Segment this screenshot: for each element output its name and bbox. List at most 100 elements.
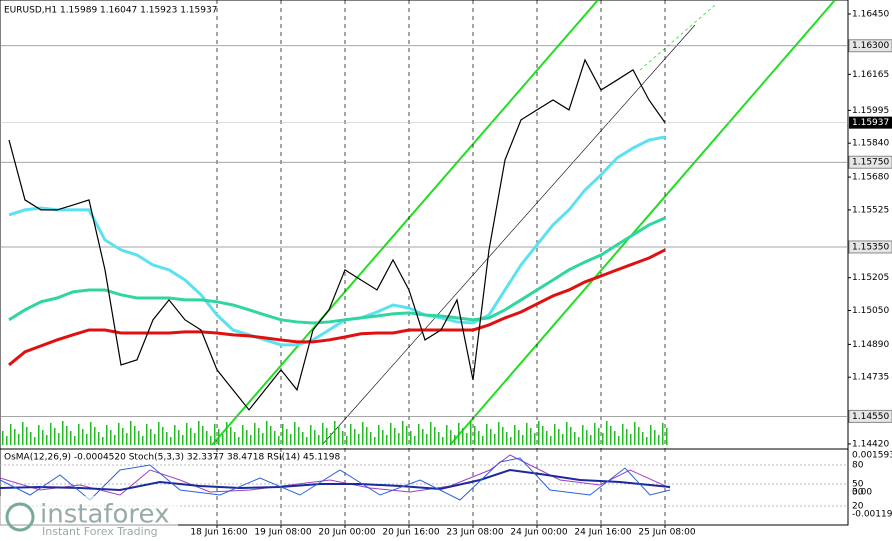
volume-bar bbox=[522, 435, 524, 445]
volume-bar bbox=[34, 437, 36, 445]
volume-bar bbox=[10, 424, 12, 445]
volume-bar bbox=[262, 433, 264, 445]
level-box bbox=[848, 240, 892, 254]
volume-bar bbox=[258, 428, 260, 445]
volume-bar bbox=[526, 423, 528, 445]
volume-bar bbox=[250, 435, 252, 445]
y-tick-label: 1.16165 bbox=[852, 70, 889, 80]
volume-bar bbox=[254, 423, 256, 445]
volume-bar bbox=[486, 424, 488, 445]
volume-bar bbox=[366, 427, 368, 445]
volume-bar bbox=[402, 421, 404, 445]
volume-bar bbox=[498, 422, 500, 445]
volume-bar bbox=[546, 431, 548, 445]
moving-average bbox=[8, 135, 666, 347]
volume-bar bbox=[378, 425, 380, 445]
volume-bar bbox=[474, 426, 476, 445]
indicator-label: OsMA(12,26,9) -0.0004520 Stoch(5,3,3) 32… bbox=[4, 453, 340, 463]
volume-bar bbox=[558, 429, 560, 445]
volume-bar bbox=[322, 423, 324, 445]
volume-bar bbox=[38, 425, 40, 445]
indicator-axis-label: -0.001191 bbox=[852, 510, 892, 520]
volume-bar bbox=[46, 435, 48, 445]
volume-bar bbox=[594, 423, 596, 445]
volume-bar bbox=[566, 422, 568, 445]
volume-bar bbox=[246, 430, 248, 445]
volume-bar bbox=[110, 430, 112, 445]
level-box bbox=[848, 409, 892, 423]
volume-bar bbox=[386, 435, 388, 445]
volume-bar bbox=[638, 427, 640, 445]
volume-bar bbox=[102, 437, 104, 445]
volume-bar bbox=[530, 428, 532, 445]
y-tick-label: 1.15680 bbox=[852, 173, 889, 183]
volume-bar bbox=[666, 428, 668, 445]
volume-bar bbox=[150, 429, 152, 445]
volume-bar bbox=[294, 422, 296, 445]
volume-bar bbox=[434, 427, 436, 445]
moving-average bbox=[8, 248, 666, 367]
volume-bar bbox=[582, 425, 584, 445]
volume-bar bbox=[278, 436, 280, 445]
volume-bar bbox=[454, 435, 456, 445]
volume-bar bbox=[42, 430, 44, 445]
volume-bar bbox=[130, 421, 132, 445]
volume-bar bbox=[198, 421, 200, 445]
volume-bar bbox=[414, 436, 416, 445]
x-tick-label: 25 Jun 08:00 bbox=[638, 528, 695, 538]
volume-bar bbox=[282, 424, 284, 445]
volume-bar bbox=[578, 437, 580, 445]
indicator-axis-label: 20 bbox=[852, 502, 864, 512]
volume-bar bbox=[574, 432, 576, 445]
y-tick-label: 1.14420 bbox=[852, 439, 889, 449]
volume-bar bbox=[190, 428, 192, 445]
volume-bar bbox=[106, 425, 108, 445]
volume-bar bbox=[510, 437, 512, 445]
volume-bar bbox=[78, 424, 80, 445]
volume-bar bbox=[606, 421, 608, 445]
x-tick-label: 24 Jun 00:00 bbox=[510, 528, 567, 538]
indicator-axis-label: 0.001593 bbox=[852, 451, 892, 461]
volume-bar bbox=[66, 426, 68, 445]
volume-bar bbox=[442, 437, 444, 445]
volume-bar bbox=[158, 422, 160, 445]
volume-bar bbox=[494, 434, 496, 445]
volume-bar bbox=[14, 429, 16, 445]
volume-bar bbox=[462, 428, 464, 445]
volume-bar bbox=[330, 433, 332, 445]
volume-bar bbox=[390, 423, 392, 445]
volume-bar bbox=[122, 428, 124, 445]
y-tick-label: 1.14735 bbox=[852, 373, 889, 383]
volume-bar bbox=[210, 436, 212, 445]
volume-bar bbox=[466, 433, 468, 445]
volume-bar bbox=[662, 423, 664, 445]
volume-bar bbox=[98, 432, 100, 445]
volume-bar bbox=[50, 423, 52, 445]
volume-bar bbox=[54, 428, 56, 445]
volume-bar bbox=[470, 421, 472, 445]
volume-bar bbox=[134, 426, 136, 445]
volume-bar bbox=[218, 429, 220, 445]
volume-bar bbox=[458, 423, 460, 445]
volume-bar bbox=[534, 433, 536, 445]
volume-bar bbox=[30, 432, 32, 445]
price-line bbox=[8, 58, 666, 411]
x-tick-label: 19 Jun 08:00 bbox=[254, 528, 311, 538]
y-tick-label: 1.14890 bbox=[852, 340, 889, 350]
volume-bar bbox=[226, 422, 228, 445]
volume-bar bbox=[630, 434, 632, 445]
volume-bar bbox=[290, 434, 292, 445]
volume-bar bbox=[338, 426, 340, 445]
y-tick-label: 1.15525 bbox=[852, 205, 889, 215]
volume-bar bbox=[382, 430, 384, 445]
volume-bar bbox=[170, 437, 172, 445]
volume-bar bbox=[238, 437, 240, 445]
volume-bar bbox=[26, 427, 28, 445]
y-tick-label: 1.16450 bbox=[852, 9, 889, 19]
volume-bar bbox=[342, 431, 344, 445]
volume-bar bbox=[118, 423, 120, 445]
x-tick-label: 20 Jun 00:00 bbox=[318, 528, 375, 538]
volume-bar bbox=[6, 436, 8, 445]
volume-bar bbox=[554, 424, 556, 445]
